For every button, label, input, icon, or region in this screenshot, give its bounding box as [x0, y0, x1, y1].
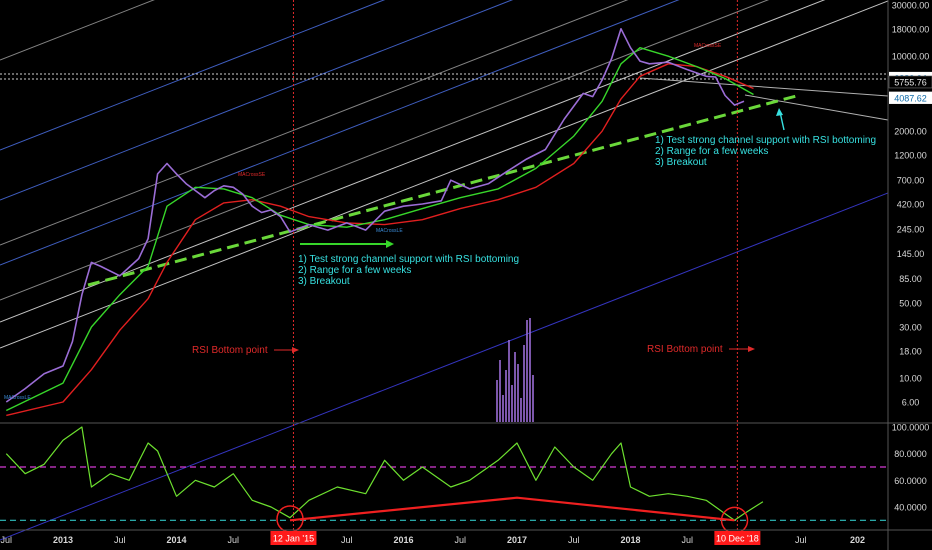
- date-flag: [270, 531, 317, 545]
- price-tick-label: 18.00: [899, 346, 922, 356]
- price-tick-label: 18000.00: [892, 24, 930, 34]
- divergence-line: [289, 496, 735, 522]
- date-flag-label: 10 Dec '18: [716, 534, 759, 544]
- x-tick-label: 202: [850, 535, 865, 545]
- date-flag-label: 12 Jan '15: [273, 534, 314, 544]
- vertical-markers: [292, 0, 738, 530]
- arrow-head: [748, 346, 755, 352]
- channel-line: [0, 0, 386, 151]
- ma-red-line: [6, 63, 754, 417]
- channel-line: [0, 0, 155, 61]
- rsi-tick-label: 60.0000: [894, 476, 927, 486]
- price-tick-label: 4087.62: [894, 93, 927, 103]
- price-tick-label: 6.00: [902, 398, 920, 408]
- x-tick-label: Jul: [454, 535, 466, 545]
- note1-line3: 3) Breakout: [298, 276, 350, 287]
- ma-cross-le-label-2: MACrossLE: [4, 395, 31, 401]
- rsi-tick-label: 80.0000: [894, 449, 927, 459]
- channel-line: [0, 0, 889, 349]
- price-tick-label: 10000.00: [892, 52, 930, 62]
- price-tick-label: 145.00: [897, 249, 925, 259]
- x-tick-label: Jul: [795, 535, 807, 545]
- resistance-line: [744, 94, 889, 121]
- resistance-line: [639, 77, 889, 97]
- price-tick-label: 50.00: [899, 299, 922, 309]
- arrow-head: [292, 347, 299, 353]
- volume-bar: [502, 395, 504, 422]
- volume-bar: [514, 352, 516, 422]
- price-tick-label: 5755.76: [894, 77, 927, 87]
- x-tick-label: 2014: [166, 535, 186, 545]
- x-tick-label: 2013: [53, 535, 73, 545]
- note1-line1: 1) Test strong channel support with RSI …: [298, 254, 519, 265]
- volume-bar: [505, 370, 507, 422]
- price-tick-label: 2000.00: [894, 127, 927, 137]
- channel-line: [0, 192, 889, 541]
- channel-line: [0, 0, 629, 246]
- volume-bar: [517, 364, 519, 422]
- channel-line: [0, 0, 770, 301]
- note2-line2: 2) Range for a few weeks: [655, 146, 768, 157]
- x-tick-label: Jul: [681, 535, 693, 545]
- date-flag: [714, 531, 761, 545]
- volume-bar: [511, 385, 513, 422]
- price-line: [5, 27, 745, 403]
- price-tick-badge: [888, 75, 932, 89]
- price-tick-label: 245.00: [897, 225, 925, 235]
- arrow-head: [776, 108, 783, 116]
- ma-green-line: [5, 47, 754, 412]
- rsi-tick-label: 40.0000: [894, 503, 927, 513]
- channel-line: [0, 0, 680, 266]
- rsi-bottom-label-2: RSI Bottom point: [647, 344, 723, 355]
- channel-line: [0, 0, 826, 323]
- volume-bar: [532, 375, 534, 422]
- price-panel-series: [5, 27, 785, 417]
- rsi-tick-label: 100.0000: [892, 423, 930, 433]
- price-tick-label: 1200.00: [894, 151, 927, 161]
- rsi-panel: [0, 422, 932, 535]
- price-tick-badge: [889, 91, 932, 104]
- x-tick-label: Jul: [0, 535, 12, 545]
- price-tick-label: 10.00: [899, 374, 922, 384]
- arrow-head: [386, 240, 394, 248]
- ma-cross-se-label-1: MACrossSE: [238, 172, 266, 178]
- volume-bar: [523, 345, 525, 422]
- rsi-line: [5, 426, 764, 521]
- volume-bar: [496, 380, 498, 422]
- note1-line2: 2) Range for a few weeks: [298, 265, 411, 276]
- volume-bars: [496, 318, 534, 422]
- rsi-bottom-label-1: RSI Bottom point: [192, 345, 268, 356]
- volume-bar: [499, 360, 501, 422]
- price-tick-label: 700.00: [897, 176, 925, 186]
- note2-line3: 3) Breakout: [655, 157, 707, 168]
- volume-bar: [508, 340, 510, 422]
- volume-bar: [520, 398, 522, 422]
- x-tick-label: Jul: [227, 535, 239, 545]
- price-tick-label: 85.00: [899, 274, 922, 284]
- price-tick-label: 30.00: [899, 322, 922, 332]
- channel-line: [0, 0, 514, 201]
- ma-cross-le-label-1: MACrossLE: [376, 228, 403, 234]
- price-tick-label: 420.00: [897, 199, 925, 209]
- volume-bar: [526, 320, 528, 422]
- channel-lines: [0, 0, 889, 541]
- volume-bar: [529, 318, 531, 422]
- price-tick-label: 30000.00: [892, 1, 930, 11]
- x-tick-label: 2017: [507, 535, 527, 545]
- x-tick-label: 2016: [393, 535, 413, 545]
- annotations: 1) Test strong channel support with RSI …: [4, 43, 876, 401]
- ma-cross-se-label-2: MACrossSE: [694, 43, 722, 49]
- support-line: [87, 93, 801, 287]
- x-tick-label: 2018: [620, 535, 640, 545]
- x-tick-label: Jul: [341, 535, 353, 545]
- note2-line1: 1) Test strong channel support with RSI …: [655, 135, 876, 146]
- x-tick-label: Jul: [114, 535, 126, 545]
- x-tick-label: Jul: [568, 535, 580, 545]
